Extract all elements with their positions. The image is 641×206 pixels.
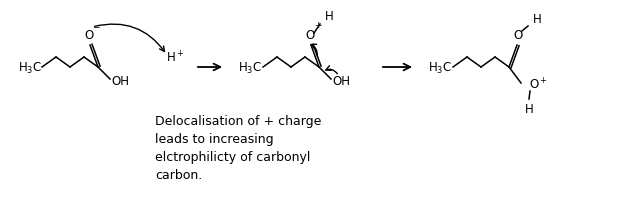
Text: H$_3$C: H$_3$C	[238, 60, 262, 76]
Text: OH: OH	[332, 75, 350, 88]
Text: O: O	[513, 28, 522, 41]
Text: H$_3$C: H$_3$C	[18, 60, 42, 76]
Text: O$^+$: O$^+$	[529, 77, 548, 93]
Text: −: −	[92, 22, 100, 32]
Text: H: H	[524, 103, 533, 116]
Text: Delocalisation of + charge
leads to increasing
elctrophilicty of carbonyl
carbon: Delocalisation of + charge leads to incr…	[155, 115, 321, 182]
Text: H$_3$C: H$_3$C	[428, 60, 452, 76]
Text: +: +	[314, 21, 322, 29]
Text: H: H	[325, 9, 334, 22]
Text: O: O	[305, 28, 315, 41]
Text: H$^+$: H$^+$	[166, 50, 184, 66]
Text: O: O	[85, 28, 94, 41]
Text: OH: OH	[111, 75, 129, 88]
Text: H: H	[533, 13, 542, 26]
